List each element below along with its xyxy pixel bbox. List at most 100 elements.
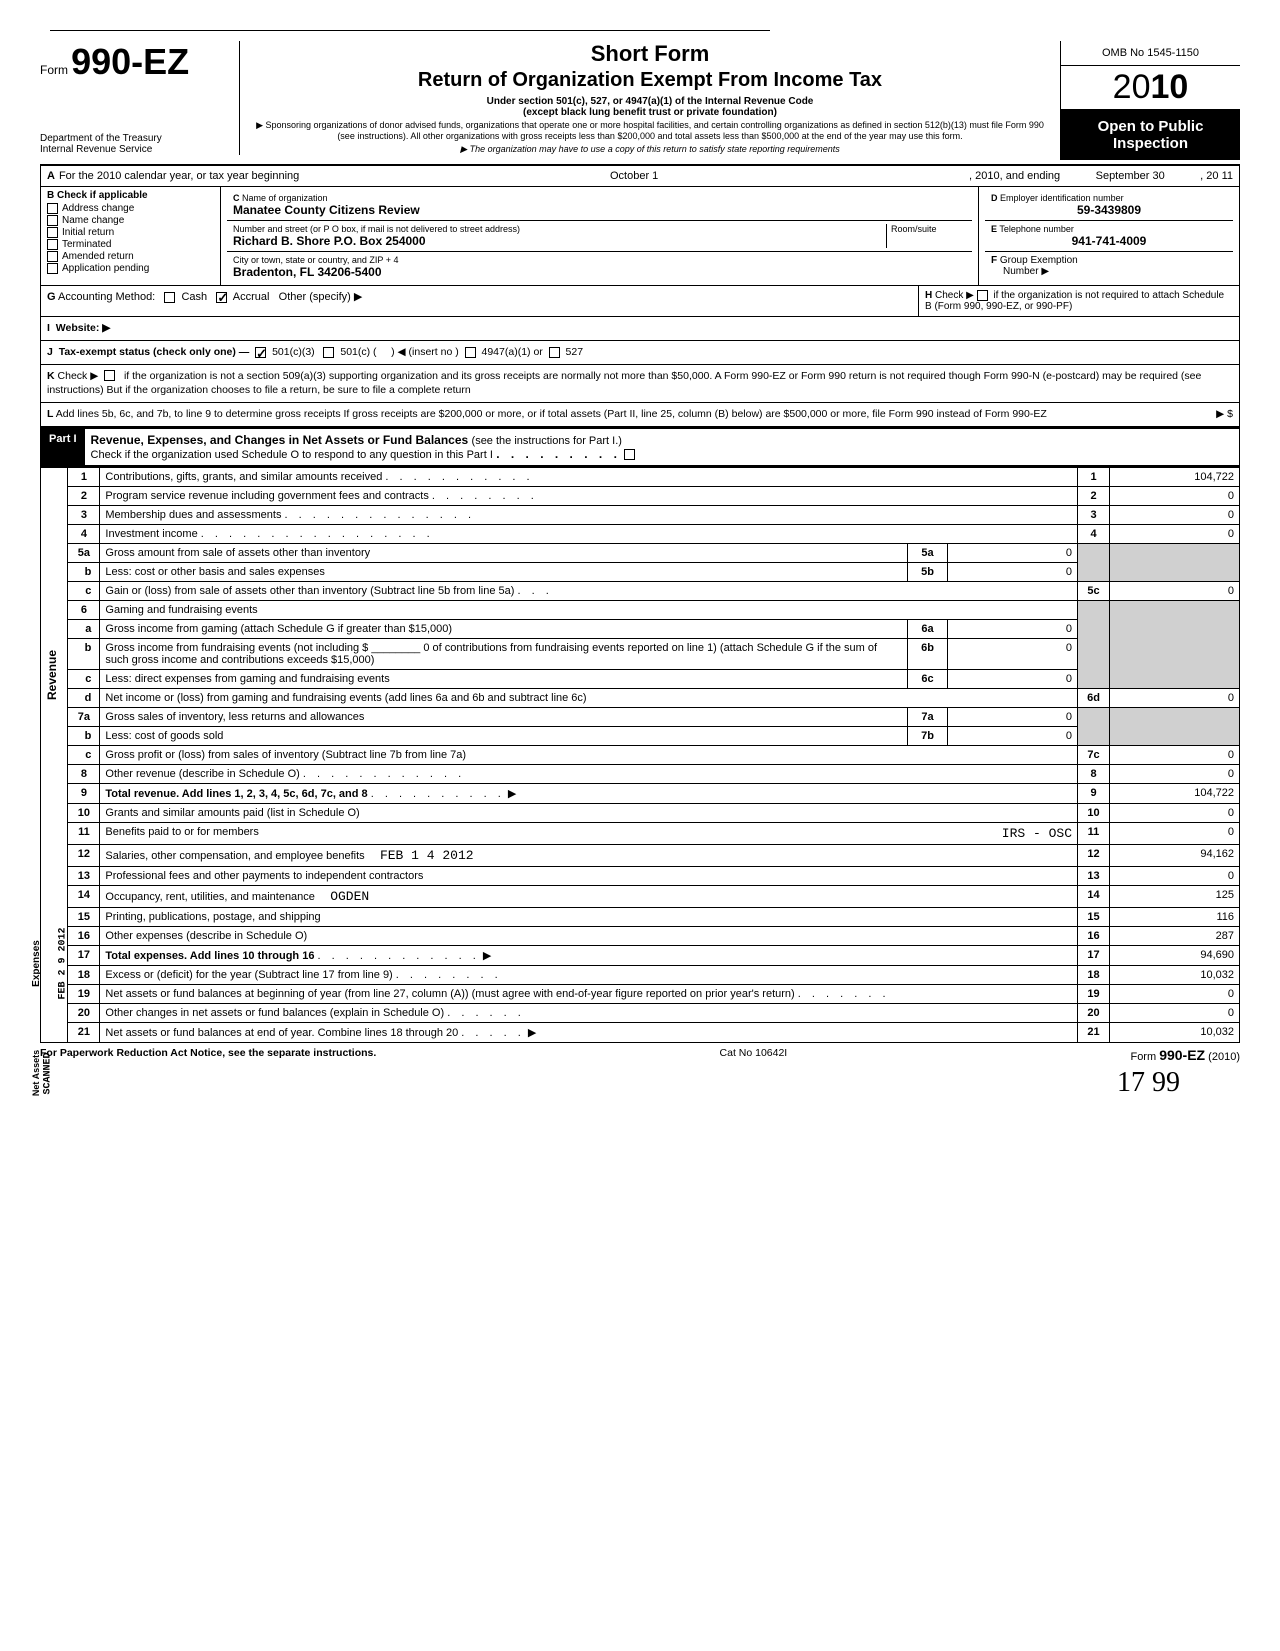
org-addr: Richard B. Shore P.O. Box 254000: [233, 234, 886, 248]
chk-terminated[interactable]: Terminated: [47, 239, 214, 250]
chk-501c3[interactable]: [255, 347, 266, 358]
chk-4947[interactable]: [465, 347, 476, 358]
line-19: 19Net assets or fund balances at beginni…: [68, 984, 1240, 1003]
line-15: 15Printing, publications, postage, and s…: [68, 907, 1240, 926]
line-14: 14Occupancy, rent, utilities, and mainte…: [68, 885, 1240, 907]
part1-table: 1Contributions, gifts, grants, and simil…: [67, 467, 1240, 1043]
part1-title: Revenue, Expenses, and Changes in Net As…: [91, 433, 469, 447]
tax-year: 2010: [1061, 66, 1240, 110]
line-3: 3Membership dues and assessments . . . .…: [68, 505, 1240, 524]
k-text: if the organization is not a section 509…: [47, 370, 1201, 397]
org-name: Manatee County Citizens Review: [233, 203, 966, 217]
line-4: 4Investment income . . . . . . . . . . .…: [68, 524, 1240, 543]
line-1: 1Contributions, gifts, grants, and simil…: [68, 467, 1240, 486]
side-stamp1: SCANNED: [43, 1052, 54, 1094]
line-18: 18Excess or (deficit) for the year (Subt…: [68, 965, 1240, 984]
addr-label: Number and street (or P O box, if mail i…: [233, 224, 886, 234]
row-a-mid: , 2010, and ending: [969, 170, 1060, 182]
omb-number: OMB No 1545-1150: [1061, 41, 1240, 66]
line-17: 17Total expenses. Add lines 10 through 1…: [68, 945, 1240, 965]
header-left: Form 990-EZ Department of the Treasury I…: [40, 41, 240, 155]
side-labels: Revenue FEB 2 9 2012 Expenses SCANNED Ne…: [40, 467, 67, 1043]
part1-table-wrap: Revenue FEB 2 9 2012 Expenses SCANNED Ne…: [40, 467, 1240, 1043]
org-city: Bradenton, FL 34206-5400: [233, 265, 966, 279]
chk-part1-scho[interactable]: [624, 449, 635, 460]
line-6: 6Gaming and fundraising events: [68, 600, 1240, 619]
part1-paren: (see the instructions for Part I.): [472, 435, 622, 447]
row-a-year: , 20 11: [1200, 170, 1233, 182]
line-6c: cLess: direct expenses from gaming and f…: [68, 669, 1240, 688]
line-7b: bLess: cost of goods sold7b0: [68, 726, 1240, 745]
part1-label: Part I: [41, 429, 85, 465]
city-label: City or town, state or country, and ZIP …: [233, 255, 966, 265]
line-10: 10Grants and similar amounts paid (list …: [68, 803, 1240, 822]
line-6b: bGross income from fundraising events (n…: [68, 638, 1240, 669]
line-20: 20Other changes in net assets or fund ba…: [68, 1003, 1240, 1022]
chk-name[interactable]: Name change: [47, 215, 214, 226]
row-a-end: September 30: [1060, 170, 1200, 182]
phone: 941-741-4009: [991, 234, 1227, 248]
dept-treasury: Department of the Treasury: [40, 133, 231, 144]
short-form-title: Short Form: [250, 41, 1050, 67]
j-label: Tax-exempt status (check only one) —: [59, 346, 250, 358]
f-label: Group Exemption: [1000, 255, 1078, 266]
chk-k[interactable]: [104, 370, 115, 381]
h-label: Check ▶: [935, 290, 974, 301]
year-bold: 10: [1151, 68, 1189, 106]
e-label: Telephone number: [999, 224, 1074, 234]
l-text: Add lines 5b, 6c, and 7b, to line 9 to d…: [56, 408, 1047, 420]
chk-amended[interactable]: Amended return: [47, 251, 214, 262]
form-number: 990-EZ: [71, 41, 189, 82]
line-6d: dNet income or (loss) from gaming and fu…: [68, 688, 1240, 707]
room-label: Room/suite: [886, 224, 966, 248]
line-11: 11Benefits paid to or for members IRS - …: [68, 822, 1240, 844]
year-prefix: 20: [1113, 68, 1151, 106]
line-7a: 7aGross sales of inventory, less returns…: [68, 707, 1240, 726]
footer-mid: Cat No 10642I: [720, 1047, 788, 1063]
line-7c: cGross profit or (loss) from sales of in…: [68, 745, 1240, 764]
ein: 59-3439809: [991, 203, 1227, 217]
chk-527[interactable]: [549, 347, 560, 358]
entity-info-block: A For the 2010 calendar year, or tax yea…: [40, 166, 1240, 427]
g-label: Accounting Method:: [58, 291, 155, 303]
chk-pending[interactable]: Application pending: [47, 263, 214, 274]
chk-initial[interactable]: Initial return: [47, 227, 214, 238]
chk-accrual[interactable]: [216, 292, 227, 303]
bcdef-row: B Check if applicable Address change Nam…: [41, 187, 1239, 286]
row-k: K Check ▶ if the organization is not a s…: [41, 365, 1239, 403]
part1-header: Part I Revenue, Expenses, and Changes in…: [40, 427, 1240, 467]
chk-cash[interactable]: [164, 292, 175, 303]
row-i: I Website: ▶: [41, 317, 1239, 341]
line-12: 12Salaries, other compensation, and empl…: [68, 844, 1240, 866]
footer-right: Form 990-EZ (2010): [1130, 1047, 1240, 1063]
chk-h[interactable]: [977, 290, 988, 301]
line-21: 21Net assets or fund balances at end of …: [68, 1022, 1240, 1042]
line-2: 2Program service revenue including gover…: [68, 486, 1240, 505]
line-9: 9Total revenue. Add lines 1, 2, 3, 4, 5c…: [68, 783, 1240, 803]
open-inspection: Open to Public Inspection: [1061, 110, 1240, 160]
f-label2: Number ▶: [991, 266, 1227, 277]
row-l: L Add lines 5b, 6c, and 7b, to line 9 to…: [41, 403, 1239, 426]
line-5a: 5aGross amount from sale of assets other…: [68, 543, 1240, 562]
copy-note: ▶ The organization may have to use a cop…: [250, 144, 1050, 155]
row-j: J Tax-exempt status (check only one) — 5…: [41, 341, 1239, 365]
line-13: 13Professional fees and other payments t…: [68, 866, 1240, 885]
sponsor-note: ▶ Sponsoring organizations of donor advi…: [250, 120, 1050, 142]
row-a: A For the 2010 calendar year, or tax yea…: [41, 166, 1239, 187]
b-label: Check if applicable: [57, 190, 148, 201]
stamp-ogden: OGDEN: [330, 889, 369, 904]
stamp-date: FEB 1 4 2012: [380, 848, 474, 863]
chk-address[interactable]: Address change: [47, 203, 214, 214]
footer-left: For Paperwork Reduction Act Notice, see …: [40, 1047, 376, 1059]
line-5b: bLess: cost or other basis and sales exp…: [68, 562, 1240, 581]
header-mid: Short Form Return of Organization Exempt…: [240, 41, 1060, 154]
except-note: (except black lung benefit trust or priv…: [250, 107, 1050, 118]
chk-501c[interactable]: [323, 347, 334, 358]
line-16: 16Other expenses (describe in Schedule O…: [68, 926, 1240, 945]
side-revenue: Revenue: [45, 650, 59, 700]
part1-check: Check if the organization used Schedule …: [91, 449, 493, 461]
col-def: D Employer identification number 59-3439…: [979, 187, 1239, 285]
return-title: Return of Organization Exempt From Incom…: [250, 69, 1050, 92]
k-label: Check ▶: [58, 370, 99, 382]
line-5c: cGain or (loss) from sale of assets othe…: [68, 581, 1240, 600]
